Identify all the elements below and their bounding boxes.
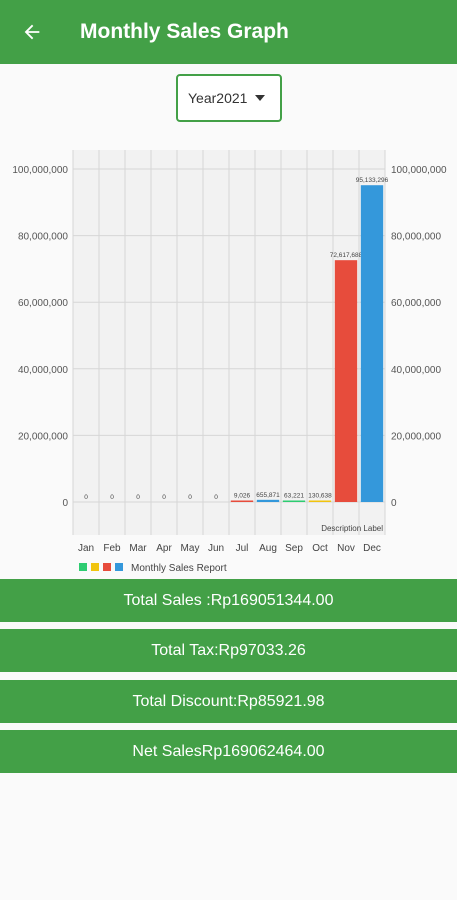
sales-chart: 0 0 20,000,000 20,000,000 40,000,000 40,000,0… bbox=[0, 140, 457, 580]
year-dropdown-value: Year2021 bbox=[188, 90, 248, 106]
caret-down-icon bbox=[255, 95, 266, 101]
x-tick-label: Oct bbox=[312, 543, 328, 554]
total-sales-bar: Total Sales :Rp169051344.00 bbox=[0, 579, 457, 622]
bar-nov bbox=[334, 260, 358, 502]
back-button[interactable] bbox=[14, 14, 50, 50]
year-dropdown[interactable]: Year2021 bbox=[176, 74, 282, 122]
x-tick-label: Jan bbox=[78, 543, 94, 554]
legend-swatch bbox=[91, 563, 99, 571]
bar-value-label: 0 bbox=[162, 494, 166, 501]
bar-value-label: 63,221 bbox=[284, 493, 304, 500]
legend-label: Monthly Sales Report bbox=[131, 563, 227, 574]
bar-value-label: 0 bbox=[84, 494, 88, 501]
x-tick-label: Jul bbox=[236, 543, 249, 554]
bar-oct bbox=[308, 500, 332, 502]
x-tick-label: Mar bbox=[129, 543, 147, 554]
x-tick-label: Nov bbox=[337, 543, 355, 554]
legend-swatch bbox=[115, 563, 123, 571]
bar-value-label: 72,617,688 bbox=[330, 252, 363, 259]
bar-value-label: 0 bbox=[110, 494, 114, 501]
y-tick-label-right: 0 bbox=[391, 498, 397, 509]
sales-chart-svg: 0 0 20,000,000 20,000,000 40,000,000 40,000,0… bbox=[12, 150, 447, 574]
x-tick-label: Jun bbox=[208, 543, 224, 554]
y-tick-label-left: 80,000,000 bbox=[18, 232, 68, 243]
y-tick-label-right: 20,000,000 bbox=[391, 431, 441, 442]
bar-value-label: 655,871 bbox=[256, 492, 280, 499]
bar-value-label: 0 bbox=[188, 494, 192, 501]
y-tick-label-left: 0 bbox=[62, 498, 68, 509]
bar-aug bbox=[256, 499, 280, 502]
page-title: Monthly Sales Graph bbox=[80, 20, 289, 43]
bar-sep bbox=[282, 500, 306, 502]
bar-value-label: 9,026 bbox=[234, 493, 251, 500]
bar-dec bbox=[360, 185, 384, 502]
y-tick-label-left: 40,000,000 bbox=[18, 365, 68, 376]
legend-swatch bbox=[103, 563, 111, 571]
x-tick-label: Apr bbox=[156, 543, 172, 554]
total-tax-bar: Total Tax:Rp97033.26 bbox=[0, 629, 457, 672]
chart-description: Description Label bbox=[321, 524, 383, 533]
bar-jul bbox=[230, 500, 254, 502]
app-bar: Monthly Sales Graph bbox=[0, 0, 457, 64]
bar-value-label: 0 bbox=[136, 494, 140, 501]
x-tick-label: Aug bbox=[259, 543, 277, 554]
y-tick-label-right: 60,000,000 bbox=[391, 298, 441, 309]
bar-value-label: 130,638 bbox=[308, 493, 332, 500]
bar-value-label: 95,133,296 bbox=[356, 177, 389, 184]
total-discount-bar: Total Discount:Rp85921.98 bbox=[0, 680, 457, 723]
y-tick-label-right: 40,000,000 bbox=[391, 365, 441, 376]
x-tick-label: May bbox=[181, 543, 200, 554]
bar-value-label: 0 bbox=[214, 494, 218, 501]
y-tick-label-left: 20,000,000 bbox=[18, 431, 68, 442]
y-tick-label-right: 80,000,000 bbox=[391, 232, 441, 243]
arrow-left-icon bbox=[24, 24, 40, 40]
y-tick-label-right: 100,000,000 bbox=[391, 165, 447, 176]
legend-swatch bbox=[79, 563, 87, 571]
y-tick-label-left: 60,000,000 bbox=[18, 298, 68, 309]
y-tick-label-left: 100,000,000 bbox=[12, 165, 68, 176]
x-tick-label: Sep bbox=[285, 543, 303, 554]
x-tick-label: Feb bbox=[103, 543, 121, 554]
x-tick-label: Dec bbox=[363, 543, 381, 554]
net-sales-bar: Net SalesRp169062464.00 bbox=[0, 730, 457, 773]
